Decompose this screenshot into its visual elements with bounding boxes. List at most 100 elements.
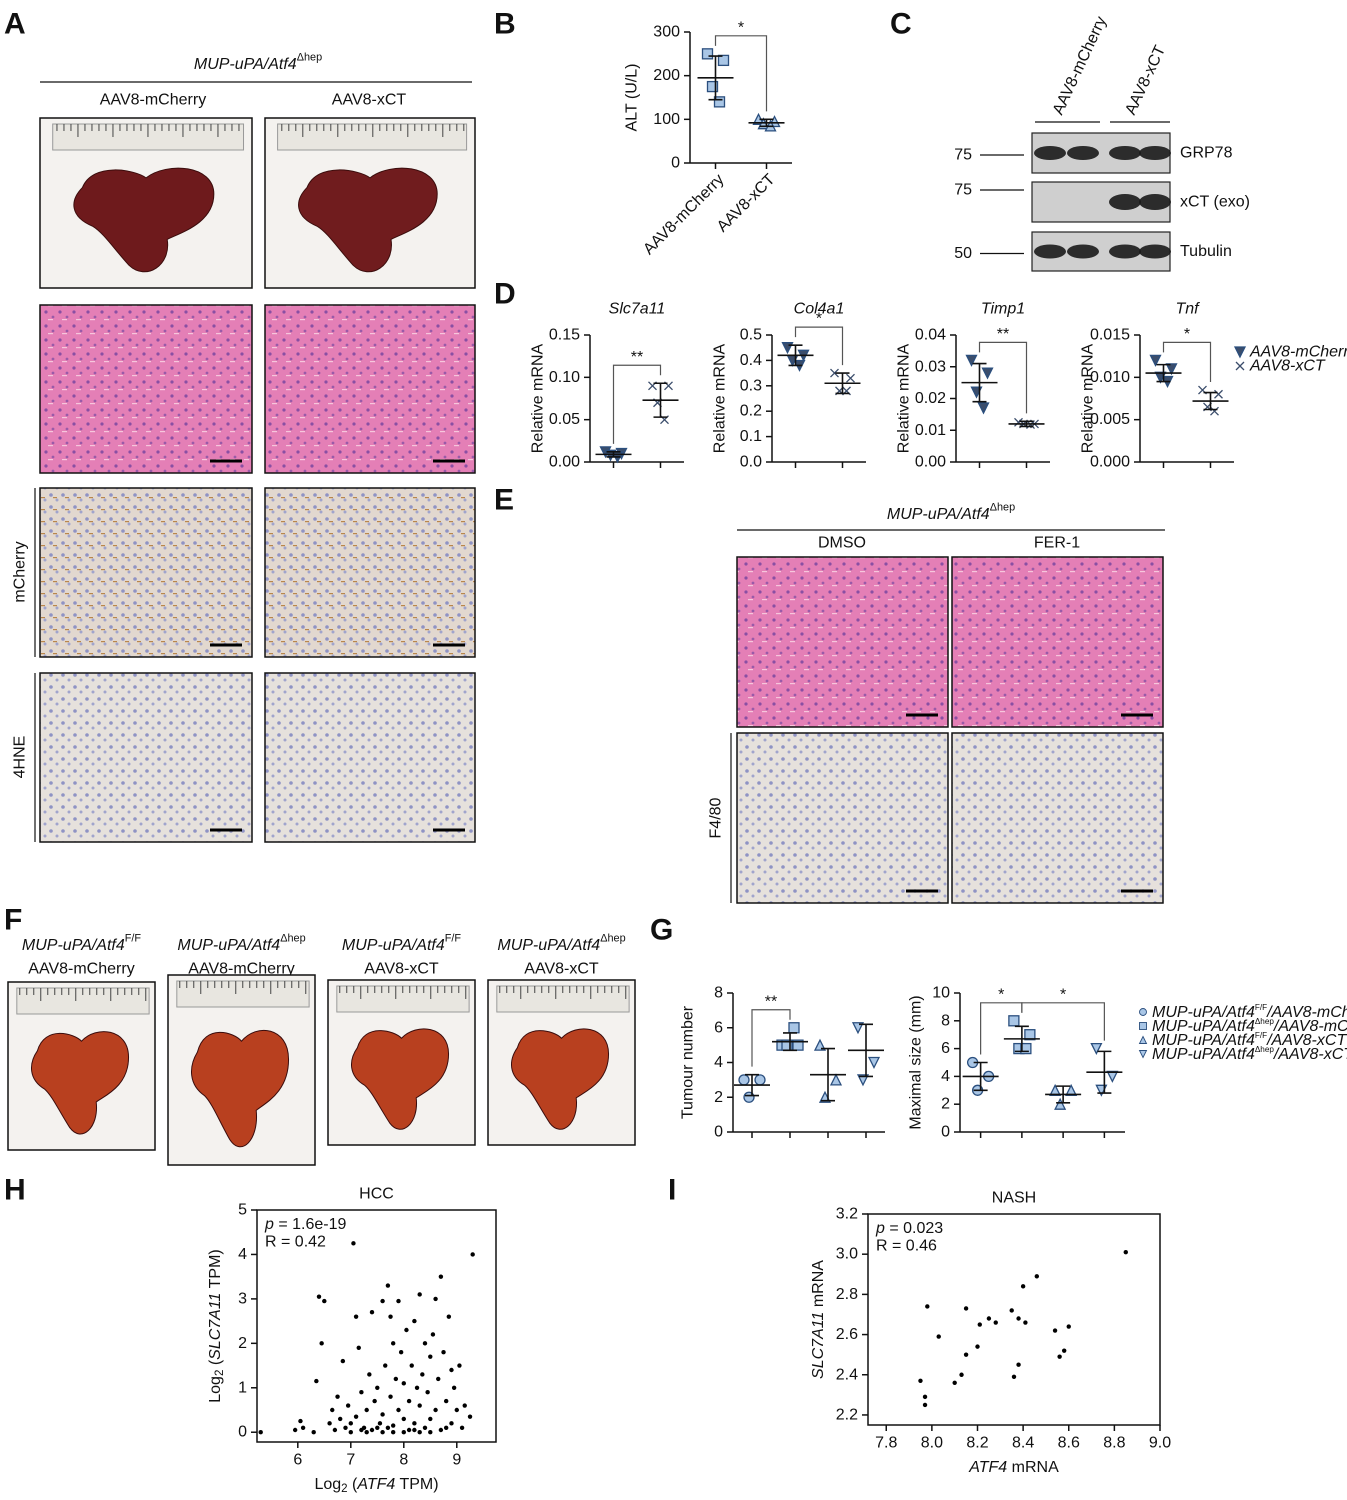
text-part: MUP-uPA/Atf4 — [194, 56, 297, 73]
panel-letter: F — [4, 904, 22, 937]
sample-treatment: AAV8-xCT — [364, 961, 439, 978]
image-frame — [39, 304, 253, 474]
y-tick-label: 2.2 — [836, 1406, 858, 1423]
column-label: AAV8-xCT — [1122, 43, 1169, 118]
point — [359, 1390, 364, 1395]
point — [319, 1341, 324, 1346]
point — [459, 1425, 465, 1430]
point — [1138, 1050, 1148, 1059]
significance-bracket — [751, 1009, 791, 1067]
point — [351, 1241, 356, 1246]
text-part: MUP-uPA/Atf4 — [177, 937, 280, 954]
y-tick-label: 0.010 — [1090, 369, 1130, 386]
text-part: SLC7A11 — [207, 1293, 224, 1360]
point — [425, 1390, 430, 1395]
point — [754, 1074, 766, 1086]
significance-bracket — [1162, 341, 1212, 383]
error-bar — [653, 382, 668, 418]
error-bar — [1156, 363, 1171, 383]
sample-genotype: MUP-uPA/Atf4Δhep — [177, 932, 305, 953]
y-axis-label: Relative mRNA — [530, 343, 547, 453]
annotation: R = 0.42 — [265, 1234, 326, 1251]
y-tick-label: 300 — [653, 24, 680, 41]
plot-frame — [867, 1213, 1161, 1426]
row-label: mCherry — [12, 541, 29, 602]
size-marker: 75 — [954, 147, 972, 164]
point — [470, 1252, 475, 1257]
text-part: TPM) — [395, 1476, 438, 1493]
significance-bracket — [714, 35, 768, 112]
blot-band — [1034, 244, 1066, 259]
point — [830, 368, 839, 378]
size-marker: 75 — [954, 182, 972, 199]
y-tick-label: 0.05 — [549, 411, 580, 428]
x-axis-label: ATF4 mRNA — [968, 1459, 1059, 1476]
text-part: ( — [348, 1476, 358, 1493]
blot-band — [1109, 244, 1141, 259]
point — [409, 1363, 414, 1368]
y-tick-label: 1 — [238, 1379, 247, 1396]
text-part: 2 — [341, 1483, 347, 1495]
point — [846, 373, 855, 383]
y-tick-label: 0.005 — [1090, 411, 1130, 428]
point — [393, 1376, 399, 1382]
point — [327, 1421, 332, 1426]
x-tick-label: 8.6 — [1058, 1435, 1080, 1452]
x-tick-label: 9.0 — [1149, 1435, 1171, 1452]
text-part: = 1.6e-19 — [274, 1216, 347, 1233]
significance-bracket — [612, 364, 662, 444]
point — [813, 1038, 827, 1051]
point — [1011, 1374, 1017, 1379]
point — [401, 1416, 406, 1422]
y-axis-label: SLC7A11 mRNA — [810, 1260, 827, 1379]
point — [1149, 354, 1162, 367]
point — [1090, 1042, 1103, 1056]
row-label: 4HNE — [12, 736, 29, 779]
point — [396, 1407, 401, 1413]
x-tick-label: 8.0 — [921, 1435, 943, 1452]
point — [1235, 361, 1245, 371]
point — [1138, 1035, 1148, 1044]
point — [922, 1402, 928, 1408]
column-label: FER-1 — [1034, 535, 1080, 552]
point — [986, 1316, 992, 1321]
y-tick-label: 8 — [714, 985, 723, 1002]
error-bar — [859, 1023, 873, 1078]
point — [388, 1314, 393, 1319]
y-axis-label: Relative mRNA — [1080, 343, 1097, 453]
point — [337, 1416, 343, 1422]
significance-bracket — [1021, 1002, 1105, 1041]
error-bar — [1014, 1025, 1029, 1053]
point — [1057, 1354, 1062, 1359]
point — [292, 1427, 298, 1433]
panel-letter: D — [494, 278, 516, 311]
error-bar — [973, 1061, 988, 1092]
text-part: 2 — [214, 1370, 226, 1376]
y-axis-label: ALT (U/L) — [624, 64, 641, 132]
point — [335, 1394, 340, 1399]
point — [706, 80, 719, 93]
point — [417, 1430, 422, 1435]
panel-letter: E — [494, 484, 514, 517]
y-tick-label: 2.8 — [836, 1286, 858, 1303]
point — [959, 1372, 964, 1377]
panel-letter: A — [4, 8, 26, 41]
point — [353, 1314, 359, 1319]
point — [922, 1394, 928, 1400]
point — [1065, 1083, 1078, 1096]
liver — [73, 167, 215, 273]
point — [441, 1350, 446, 1355]
sample-genotype: MUP-uPA/Atf4F/F — [342, 932, 462, 953]
x-tick-label: AAV8-mCherry — [640, 171, 727, 258]
x-tick-label: 8.2 — [966, 1435, 988, 1452]
band-label: Tubulin — [1180, 243, 1232, 260]
y-tick-label: 0.4 — [740, 352, 762, 369]
point — [383, 1363, 388, 1368]
point — [345, 1403, 351, 1408]
point — [298, 1418, 303, 1424]
point — [316, 1294, 322, 1299]
point — [330, 1407, 335, 1413]
y-tick-label: 2.4 — [836, 1366, 858, 1383]
point — [388, 1394, 393, 1399]
column-label: DMSO — [818, 535, 866, 552]
